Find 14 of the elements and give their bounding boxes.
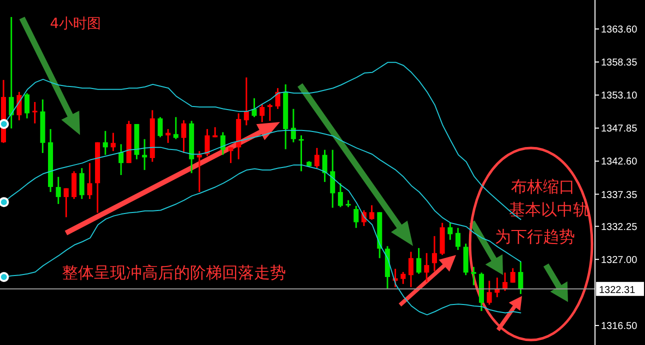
y-tick-label: 1337.35 bbox=[601, 190, 638, 201]
y-tick-label: 1347.85 bbox=[601, 124, 638, 135]
y-tick-label: 1327.00 bbox=[601, 254, 638, 266]
y-tick-label: 1332.25 bbox=[601, 222, 638, 233]
ref-line-label: 1322.31 bbox=[599, 284, 636, 296]
y-tick-label: 1342.60 bbox=[601, 156, 638, 168]
y-tick-label: 1363.60 bbox=[601, 24, 638, 36]
y-tick-label: 1316.50 bbox=[601, 321, 638, 332]
annotation: 4小时图 bbox=[50, 16, 101, 32]
annotation: 布林缩口 bbox=[511, 177, 575, 196]
y-tick-label: 1358.35 bbox=[601, 58, 638, 69]
annotation: 为下行趋势 bbox=[495, 227, 575, 246]
annotation: 整体呈现冲高后的阶梯回落走势 bbox=[62, 263, 286, 282]
y-tick-label: 1353.10 bbox=[601, 90, 638, 102]
